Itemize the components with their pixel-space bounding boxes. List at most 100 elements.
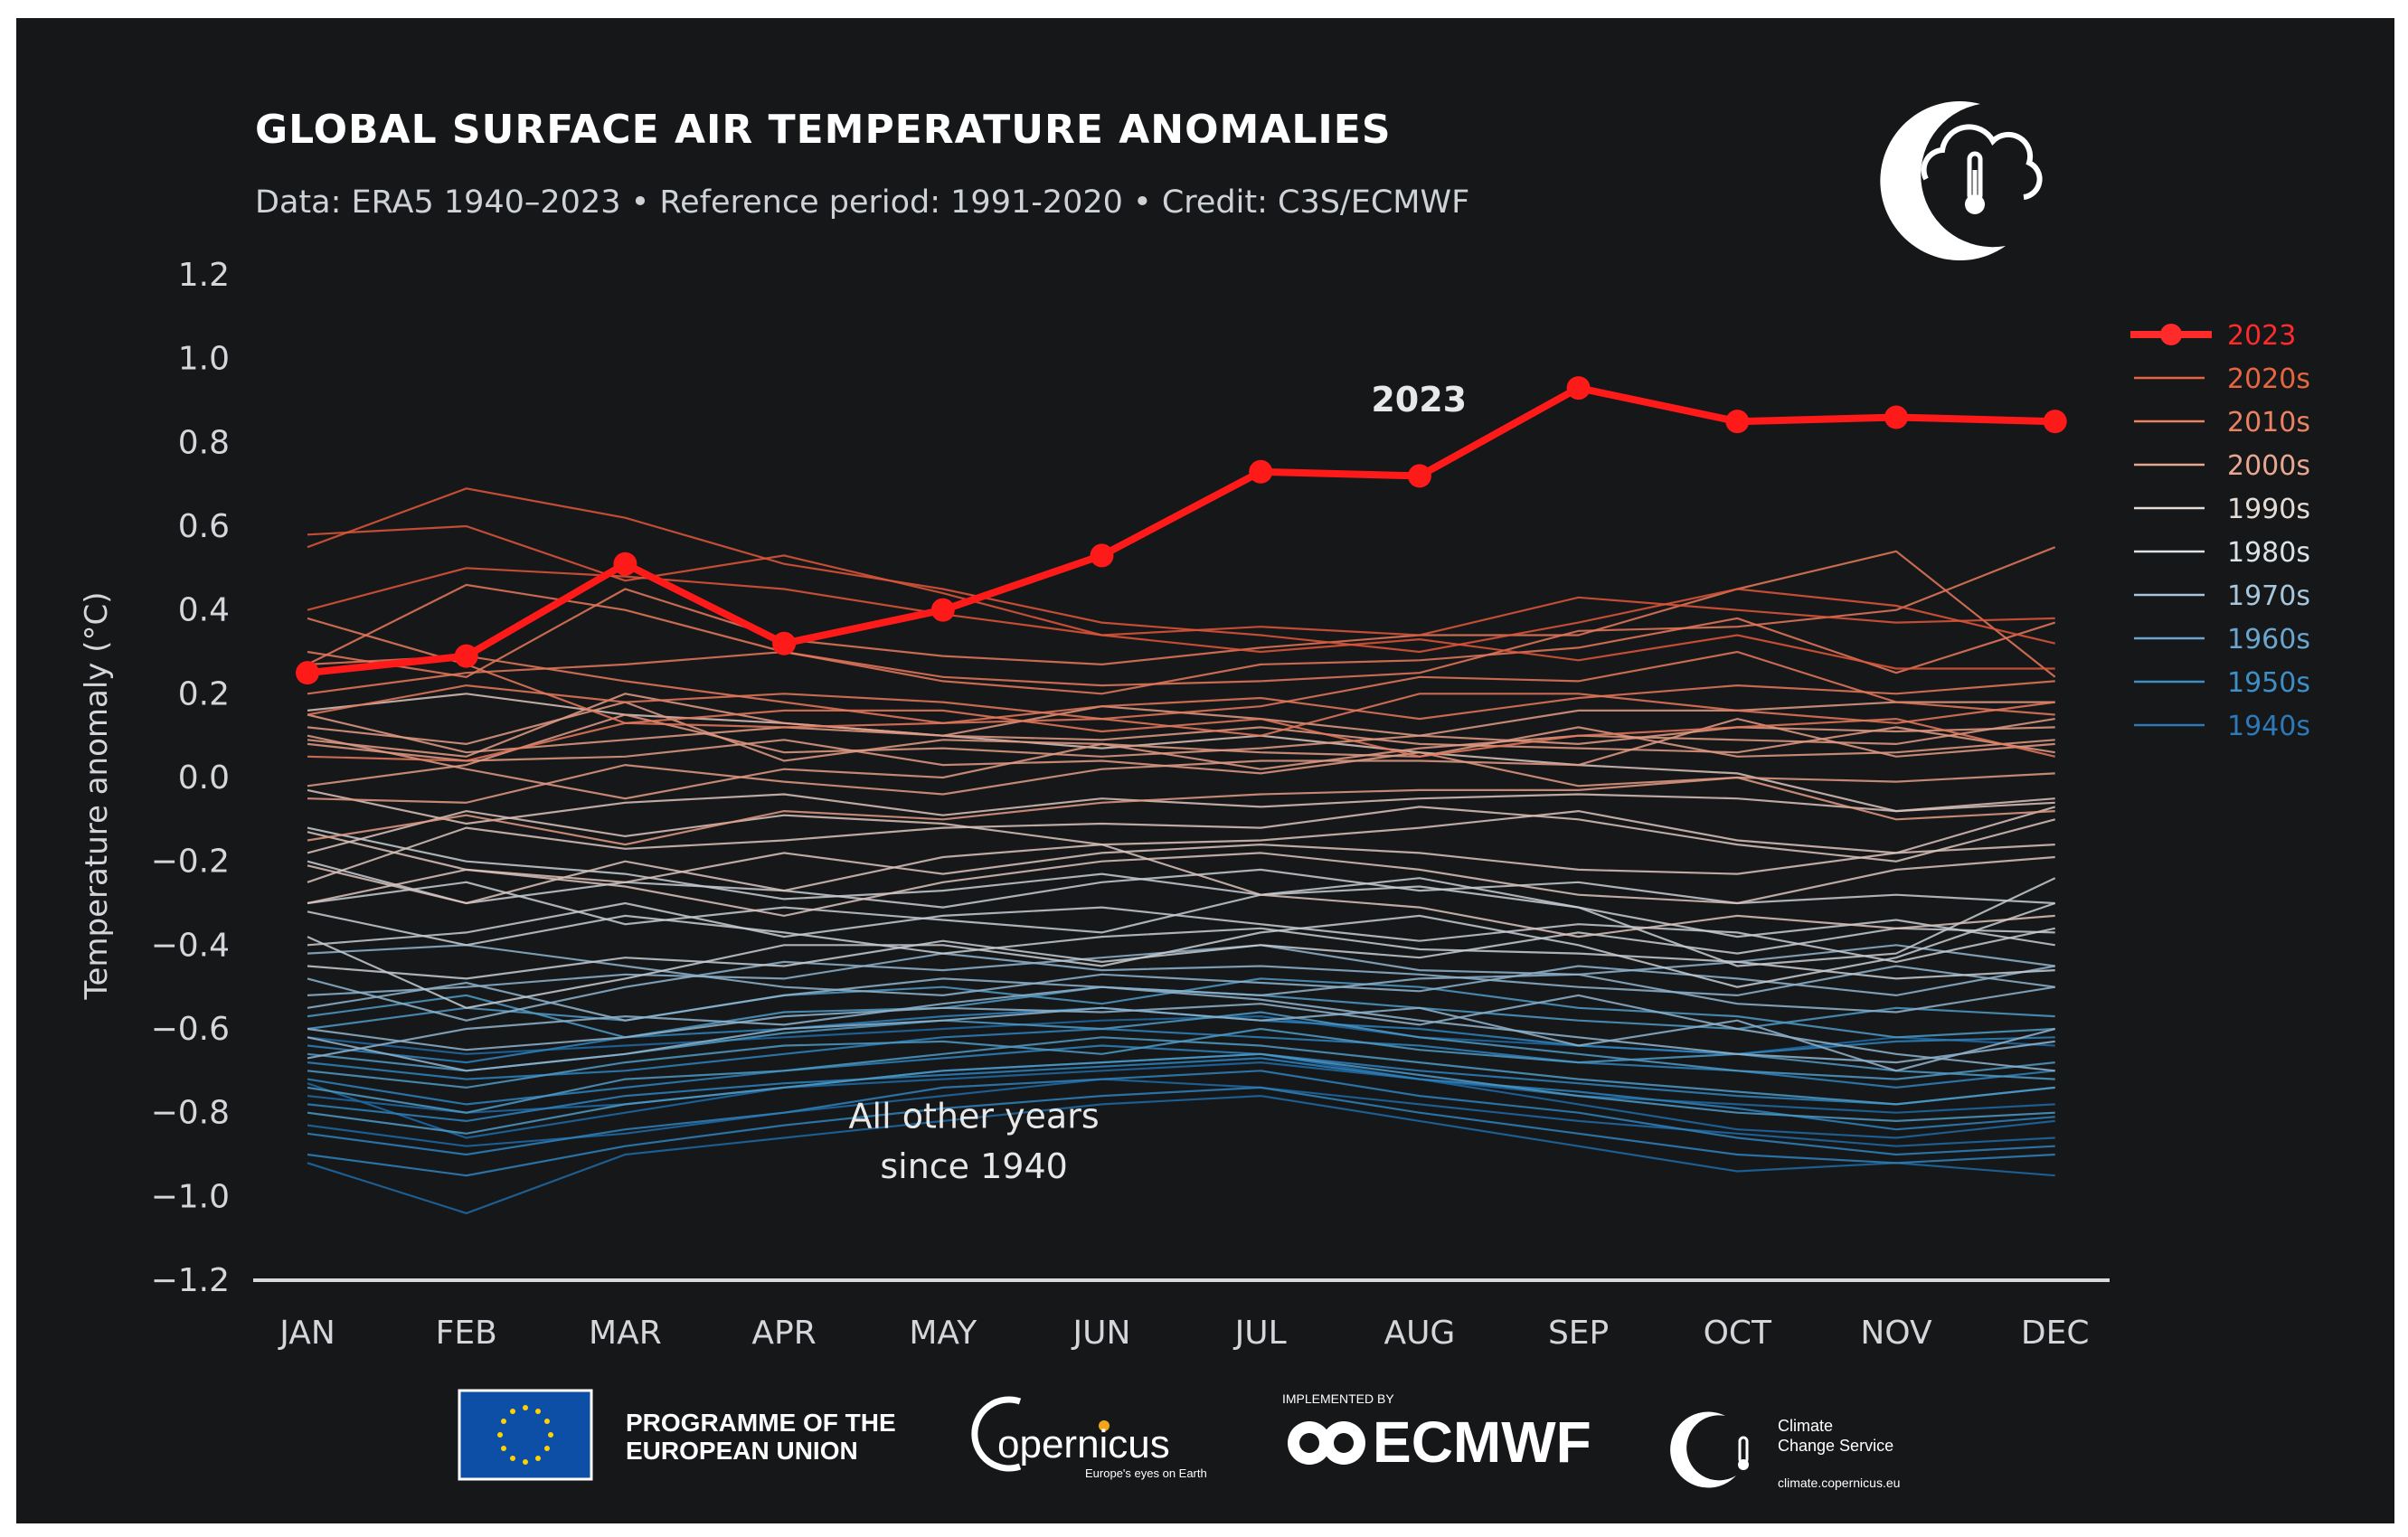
year-line-1950s (307, 1086, 2055, 1177)
year-line-1990s (307, 693, 2055, 813)
y-tick-label: −0.8 (151, 1095, 230, 1132)
point-2023-jul (1249, 459, 1273, 484)
year-line-2010s (307, 583, 2056, 695)
y-tick-label: −0.6 (151, 1011, 230, 1048)
y-tick-label: 0.0 (178, 759, 230, 797)
year-line-1940s (307, 1094, 2055, 1215)
annotation-text: 2023 (1371, 380, 1467, 420)
annotation-text: All other years (849, 1096, 1100, 1136)
x-tick-label: SEP (1548, 1315, 1609, 1352)
c3s-text-2: Change Service (1778, 1437, 1893, 1455)
chart-panel: GLOBAL SURFACE AIR TEMPERATURE ANOMALIES… (16, 18, 2394, 1523)
y-axis-ticks: 1.2 1.0 0.8 0.6 0.4 0.2 0.0 −0.2 −0.4 −0.6 −0.8 −1.… (151, 257, 230, 1299)
legend-label-1940s: 1940s (2227, 711, 2310, 742)
chart-annotations: 2023 All other years since 1940 (849, 380, 1468, 1186)
year-line-2000s (307, 776, 2055, 846)
year-line-2020s (307, 487, 2055, 654)
year-line-1950s (307, 1027, 2055, 1089)
legend-label-2020s: 2020s (2227, 363, 2310, 395)
legend-label-1950s: 1950s (2227, 667, 2310, 699)
temperature-anomaly-chart: GLOBAL SURFACE AIR TEMPERATURE ANOMALIES… (79, 101, 2310, 1490)
x-tick-label: OCT (1704, 1315, 1772, 1352)
eu-flag-logo (458, 1389, 593, 1481)
year-line-1950s (307, 1057, 2055, 1131)
year-line-1960s (307, 1027, 2055, 1089)
line-2023 (307, 384, 2055, 677)
point-2023-aug (1407, 464, 1431, 488)
chart-subtitle: Data: ERA5 1940–2023 • Reference period:… (255, 184, 1469, 221)
x-tick-label: JUN (1072, 1315, 1131, 1352)
legend-label-1970s: 1970s (2227, 580, 2310, 612)
y-tick-label: −1.2 (151, 1262, 230, 1299)
point-2023-oct (1725, 410, 1750, 434)
chart-legend: 2023 2020s 2010s 2000s 1990s 1980s 1970s 1960s 1… (2130, 320, 2310, 742)
legend-label-1960s: 1960s (2227, 624, 2310, 655)
year-line-2010s (307, 655, 2055, 724)
year-line-1980s (307, 901, 2056, 1009)
year-line-1990s (307, 843, 2055, 938)
c3s-url: climate.copernicus.eu (1778, 1476, 1900, 1490)
c3s-text-1: Climate (1778, 1417, 1833, 1435)
y-tick-label: −0.4 (151, 927, 230, 964)
point-2023-jan (296, 661, 319, 685)
y-tick-label: 0.6 (178, 508, 230, 545)
y-tick-label: 0.2 (178, 675, 230, 712)
year-line-2020s (307, 567, 2055, 670)
year-line-1990s (307, 788, 2055, 825)
series-2023 (296, 376, 2067, 685)
eu-programme-text-2: EUROPEAN UNION (626, 1437, 858, 1465)
year-line-2000s (307, 713, 2055, 787)
year-line-1980s (307, 901, 2055, 964)
year-line-1950s (307, 1070, 2055, 1156)
y-tick-label: −1.0 (151, 1178, 230, 1215)
year-line-1970s (307, 952, 2055, 997)
year-line-1970s (307, 985, 2055, 1064)
footer-logos: PROGRAMME OF THE EUROPEAN UNION opernicu… (458, 1389, 1900, 1490)
year-line-1980s (307, 826, 2055, 947)
y-tick-label: −0.2 (151, 844, 230, 881)
x-tick-label: JAN (278, 1315, 335, 1352)
other-years-lines (307, 487, 2056, 1215)
x-tick-label: DEC (2021, 1315, 2090, 1352)
year-line-2010s (307, 546, 2056, 695)
legend-label-1980s: 1980s (2227, 537, 2310, 569)
copernicus-tagline: Europe's eyes on Earth (1085, 1466, 1207, 1480)
point-2023-feb (454, 644, 478, 668)
legend-label-2000s: 2000s (2227, 450, 2310, 482)
x-tick-label: FEB (436, 1315, 497, 1352)
year-line-1990s (307, 831, 2055, 883)
c3s-thermometer-cloud-icon (1880, 101, 2043, 261)
year-line-1940s (307, 1061, 2055, 1114)
eu-programme-text-1: PROGRAMME OF THE (626, 1409, 896, 1437)
legend-label-1990s: 1990s (2227, 494, 2310, 525)
ecmwf-wordmark: ECMWF (1373, 1410, 1591, 1475)
c3s-logo: Climate Change Service climate.copernicu… (1670, 1411, 1900, 1490)
year-line-1970s (307, 944, 2055, 1022)
year-line-1970s (307, 994, 2055, 1072)
point-2023-dec (2043, 410, 2067, 434)
point-2023-may (930, 598, 955, 622)
year-line-1950s (307, 1044, 2055, 1106)
ecmwf-logo: IMPLEMENTED BY ECMWF (1282, 1391, 1591, 1475)
point-2023-jun (1090, 543, 1114, 568)
copernicus-logo: opernicus Europe's eyes on Earth (971, 1396, 1207, 1480)
chart-title: GLOBAL SURFACE AIR TEMPERATURE ANOMALIES (255, 107, 1392, 153)
x-tick-label: APR (751, 1315, 816, 1352)
year-line-1980s (307, 860, 2055, 909)
year-line-2000s (307, 713, 2055, 754)
year-line-1980s (307, 910, 2055, 980)
annotation-text: since 1940 (880, 1146, 1068, 1186)
year-line-1970s (307, 1006, 2055, 1072)
year-line-1990s (307, 806, 2056, 854)
y-axis-label: Temperature anomaly (°C) (79, 592, 115, 1001)
y-tick-label: 1.2 (178, 257, 230, 294)
year-line-1960s (307, 985, 2055, 1039)
point-2023-sep (1566, 376, 1591, 401)
year-line-2010s (307, 650, 2055, 721)
y-tick-label: 0.8 (178, 424, 230, 461)
x-tick-label: MAR (589, 1315, 662, 1352)
year-line-2000s (307, 718, 2055, 800)
x-tick-label: JUL (1233, 1315, 1287, 1352)
year-line-2020s (307, 524, 2055, 636)
year-line-1960s (307, 1052, 2055, 1135)
